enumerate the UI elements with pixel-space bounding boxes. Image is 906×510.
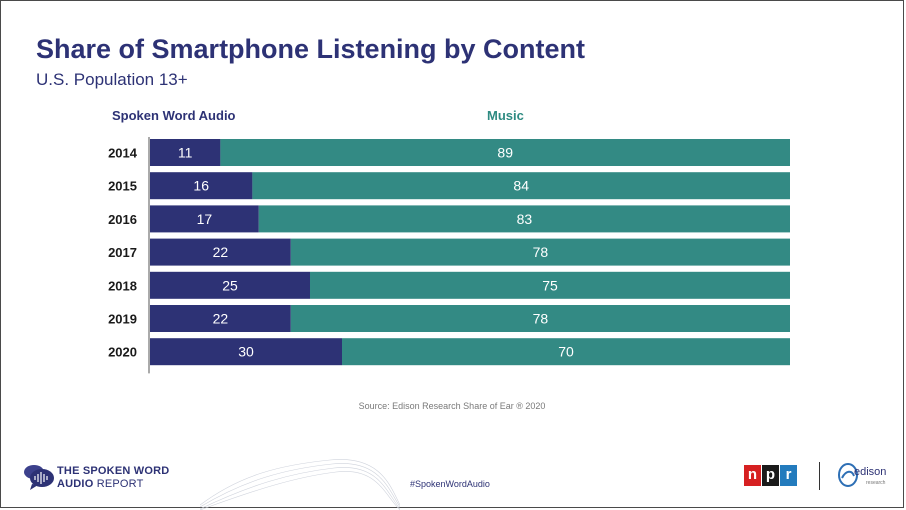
bar-spoken-word [150, 305, 291, 332]
bar-spoken-word [150, 172, 253, 200]
data-label-spoken-word: 22 [213, 311, 229, 327]
data-label-music: 78 [533, 244, 549, 260]
npr-logo-r: r [780, 465, 797, 486]
bar-music [290, 305, 790, 332]
edison-subtext: research [866, 480, 886, 486]
chart-subtitle: U.S. Population 13+ [36, 70, 188, 89]
data-label-spoken-word: 16 [193, 178, 209, 194]
data-label-music: 78 [533, 311, 549, 327]
category-label: 2016 [108, 212, 137, 227]
data-label-music: 89 [497, 145, 513, 161]
hashtag: #SpokenWordAudio [410, 479, 490, 489]
npr-logo-n: n [744, 465, 761, 486]
bar-spoken-word [150, 139, 221, 166]
bar-music [290, 238, 790, 266]
npr-logo-p: p [762, 465, 779, 486]
category-label: 2020 [108, 345, 137, 360]
bar-music [220, 139, 790, 166]
data-label-spoken-word: 30 [238, 344, 254, 360]
data-label-spoken-word: 25 [222, 277, 238, 293]
data-label-spoken-word: 17 [197, 211, 213, 227]
source-text: Source: Edison Research Share of Ear ® 2… [358, 401, 546, 411]
data-label-spoken-word: 11 [178, 145, 193, 161]
category-label: 2019 [108, 312, 137, 327]
speech-bubble-icon [24, 465, 54, 490]
report-brand: THE SPOKEN WORD AUDIO REPORT [22, 462, 212, 496]
data-label-music: 75 [542, 277, 558, 293]
npr-logo: n p r [744, 465, 798, 486]
brand-line-2: AUDIO REPORT [57, 478, 144, 490]
logo-divider [819, 462, 820, 490]
legend-music: Music [487, 108, 524, 123]
bar-spoken-word [150, 338, 342, 366]
decorative-wave [200, 459, 400, 510]
brand-line-1: THE SPOKEN WORD [57, 465, 170, 477]
category-label: 2018 [108, 278, 137, 293]
edison-wordmark: edison [854, 466, 887, 478]
bar-music [252, 172, 790, 200]
bar-spoken-word [150, 238, 291, 266]
edison-logo: edison research [836, 462, 896, 492]
category-label: 2014 [108, 146, 138, 161]
category-label: 2017 [108, 245, 137, 260]
source-note: Source: Edison Research Share of Ear ® 2… [0, 401, 906, 411]
legend-spoken-word: Spoken Word Audio [112, 108, 236, 123]
data-label-spoken-word: 22 [213, 244, 229, 260]
bar-music [310, 271, 790, 299]
data-label-music: 83 [517, 211, 533, 227]
data-label-music: 70 [558, 344, 574, 360]
data-label-music: 84 [513, 178, 529, 194]
edison-swirl-icon [838, 463, 858, 487]
chart-title: Share of Smartphone Listening by Content [36, 34, 586, 64]
bar-spoken-word [150, 271, 310, 299]
bar-music [258, 205, 790, 233]
category-label: 2015 [108, 179, 137, 194]
stacked-bar-chart: 2014 11 89 2015 16 84 2016 17 83 2017 22 78 2018 25 75… [108, 137, 790, 374]
bar-music [342, 338, 790, 366]
brand-line-2-bold: AUDIO [57, 478, 94, 490]
brand-line-2-rest: REPORT [93, 478, 144, 490]
bar-spoken-word [150, 205, 259, 233]
